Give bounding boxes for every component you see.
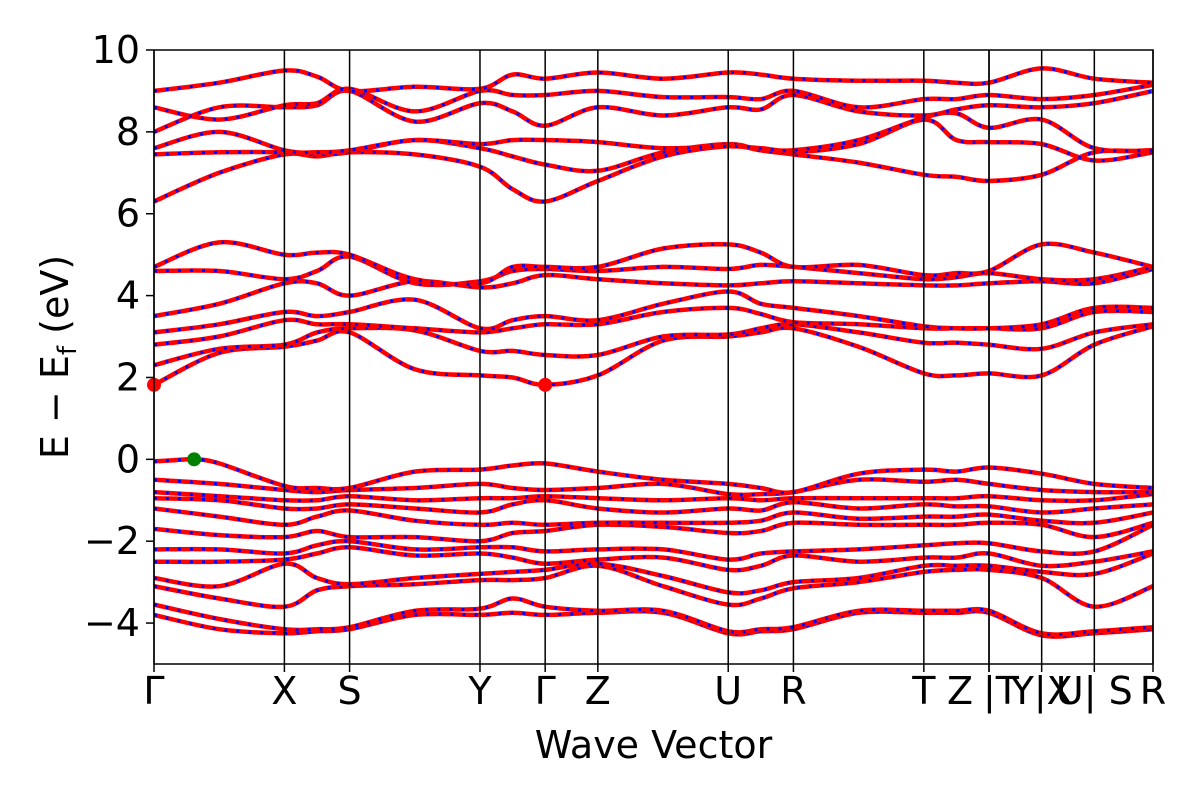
x-tick-label-3: Y [467, 669, 492, 713]
y-axis-label-main: E − E [33, 355, 77, 459]
band-15-spin-up [154, 289, 1153, 335]
band-9-spin-down [154, 490, 1153, 503]
band-6-spin-down [154, 521, 1153, 543]
y-tick-label-2: 6 [116, 192, 140, 236]
x-tick-label-11: Y|X [1010, 669, 1073, 714]
x-tick-label-5: Z [585, 669, 611, 713]
y-tick-label-3: 4 [116, 274, 140, 318]
x-tick-label-2: S [338, 669, 362, 713]
x-tick-label-6: U [714, 669, 742, 713]
y-tick-label-5: 0 [116, 437, 140, 481]
band-1-spin-down [154, 596, 1153, 637]
band-13-spin-up [154, 321, 1153, 368]
y-axis-label: E − Ef (eV) [33, 255, 83, 459]
x-tick-label-10: |T [983, 669, 1020, 714]
plot-area [147, 49, 1154, 665]
band-16-spin-down [154, 267, 1153, 318]
band-24-spin-down [154, 66, 1153, 93]
y-axis-label-unit-text: (eV) [33, 255, 77, 334]
x-tick-label-7: R [780, 669, 806, 713]
band-7-spin-up [154, 506, 1153, 528]
band-3-spin-up [154, 551, 1153, 596]
band-10-spin-down [154, 477, 1153, 497]
x-tick-label-4: Γ [535, 669, 556, 713]
x-tick-label-0: Γ [143, 669, 164, 713]
band-21-spin-up [154, 110, 1153, 155]
cbm-marker-1 [538, 377, 553, 392]
band-8-spin-down [154, 496, 1153, 515]
y-tick-label-4: 2 [116, 355, 140, 399]
x-tick-label-12: U| S [1056, 669, 1133, 714]
x-tick-label-1: X [271, 669, 297, 713]
x-tick-label-9: Z [947, 669, 973, 713]
band-12-spin-down [154, 324, 1153, 387]
band-23-spin-up [154, 82, 1153, 122]
x-axis-label: Wave Vector [535, 723, 773, 767]
y-tick-label-7: −4 [84, 601, 140, 645]
vbm-marker-2 [187, 452, 202, 467]
y-axis-label-unit [33, 334, 77, 346]
band-4-spin-down [154, 545, 1153, 572]
x-tick-label-13: R [1140, 669, 1166, 713]
plot-frame [153, 49, 1154, 665]
band-2-spin-down [154, 564, 1153, 609]
y-axis: 10 8 6 4 2 0 −2 −4 [84, 28, 154, 645]
band-5-spin-up [154, 522, 1153, 562]
y-tick-label-0: 10 [92, 28, 140, 72]
band-18-spin-up [154, 239, 1153, 287]
y-axis-label-subscript: f [53, 345, 83, 355]
y-tick-label-1: 8 [116, 110, 140, 154]
y-tick-label-6: −2 [84, 519, 140, 563]
x-tick-label-8: T [911, 669, 936, 713]
